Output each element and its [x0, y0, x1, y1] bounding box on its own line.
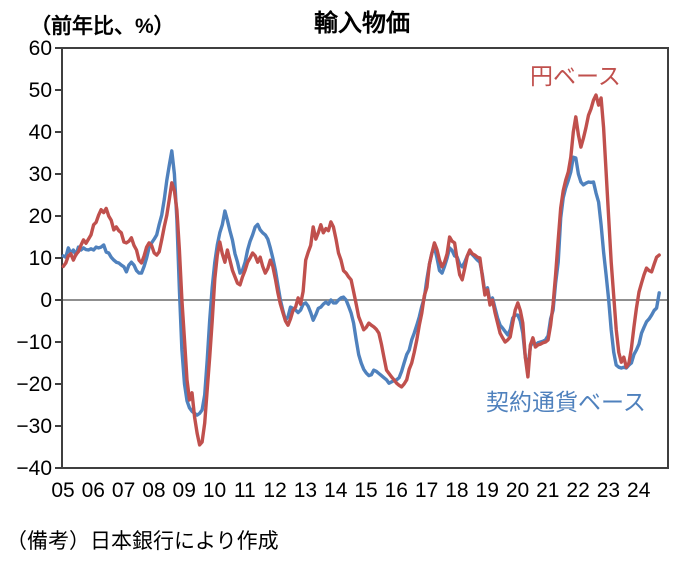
x-tick-label: 07 [112, 479, 135, 502]
y-tick-label: 40 [29, 121, 52, 144]
chart-title: 輸入物価 [314, 10, 410, 37]
x-tick-label: 21 [536, 479, 559, 502]
y-axis-unit-label: （前年比、%） [30, 15, 175, 38]
y-tick-label: −10 [16, 331, 52, 354]
y-tick-label: −30 [16, 415, 52, 438]
x-tick-label: 11 [234, 479, 256, 502]
x-tick-label: 20 [506, 479, 529, 502]
y-tick-label: −20 [16, 373, 52, 396]
y-tick-label: −40 [16, 457, 52, 480]
y-tick-label: 60 [29, 37, 52, 60]
x-tick-label: 08 [142, 479, 165, 502]
y-tick-label: 50 [29, 79, 52, 102]
y-tick-label: 0 [40, 289, 52, 312]
x-tick-label: 22 [566, 479, 589, 502]
x-tick-label: 23 [597, 479, 620, 502]
source-note: （備考）日本銀行により作成 [6, 530, 279, 553]
legend-yen-basis: 円ベース [530, 63, 621, 89]
x-tick-label: 05 [51, 479, 74, 502]
x-tick-label: 19 [476, 479, 499, 502]
y-tick-label: 10 [29, 247, 52, 270]
x-tick-label: 15 [354, 479, 377, 502]
series-line-contract-currency [61, 149, 661, 417]
x-tick-label: 14 [324, 479, 348, 502]
x-tick-label: 16 [385, 479, 408, 502]
x-tick-label: 12 [263, 479, 286, 502]
x-tick-label: 10 [203, 479, 226, 502]
x-tick-label: 06 [82, 479, 105, 502]
legend-contract-currency-basis: 契約通貨ベース [486, 389, 646, 415]
y-tick-label: 30 [29, 163, 52, 186]
x-tick-label: 09 [173, 479, 196, 502]
x-tick-label: 24 [627, 479, 651, 502]
y-tick-label: 20 [29, 205, 52, 228]
x-tick-label: 18 [445, 479, 468, 502]
x-tick-label: 17 [415, 479, 438, 502]
x-tick-label: 13 [294, 479, 317, 502]
series-line-yen [61, 93, 661, 447]
